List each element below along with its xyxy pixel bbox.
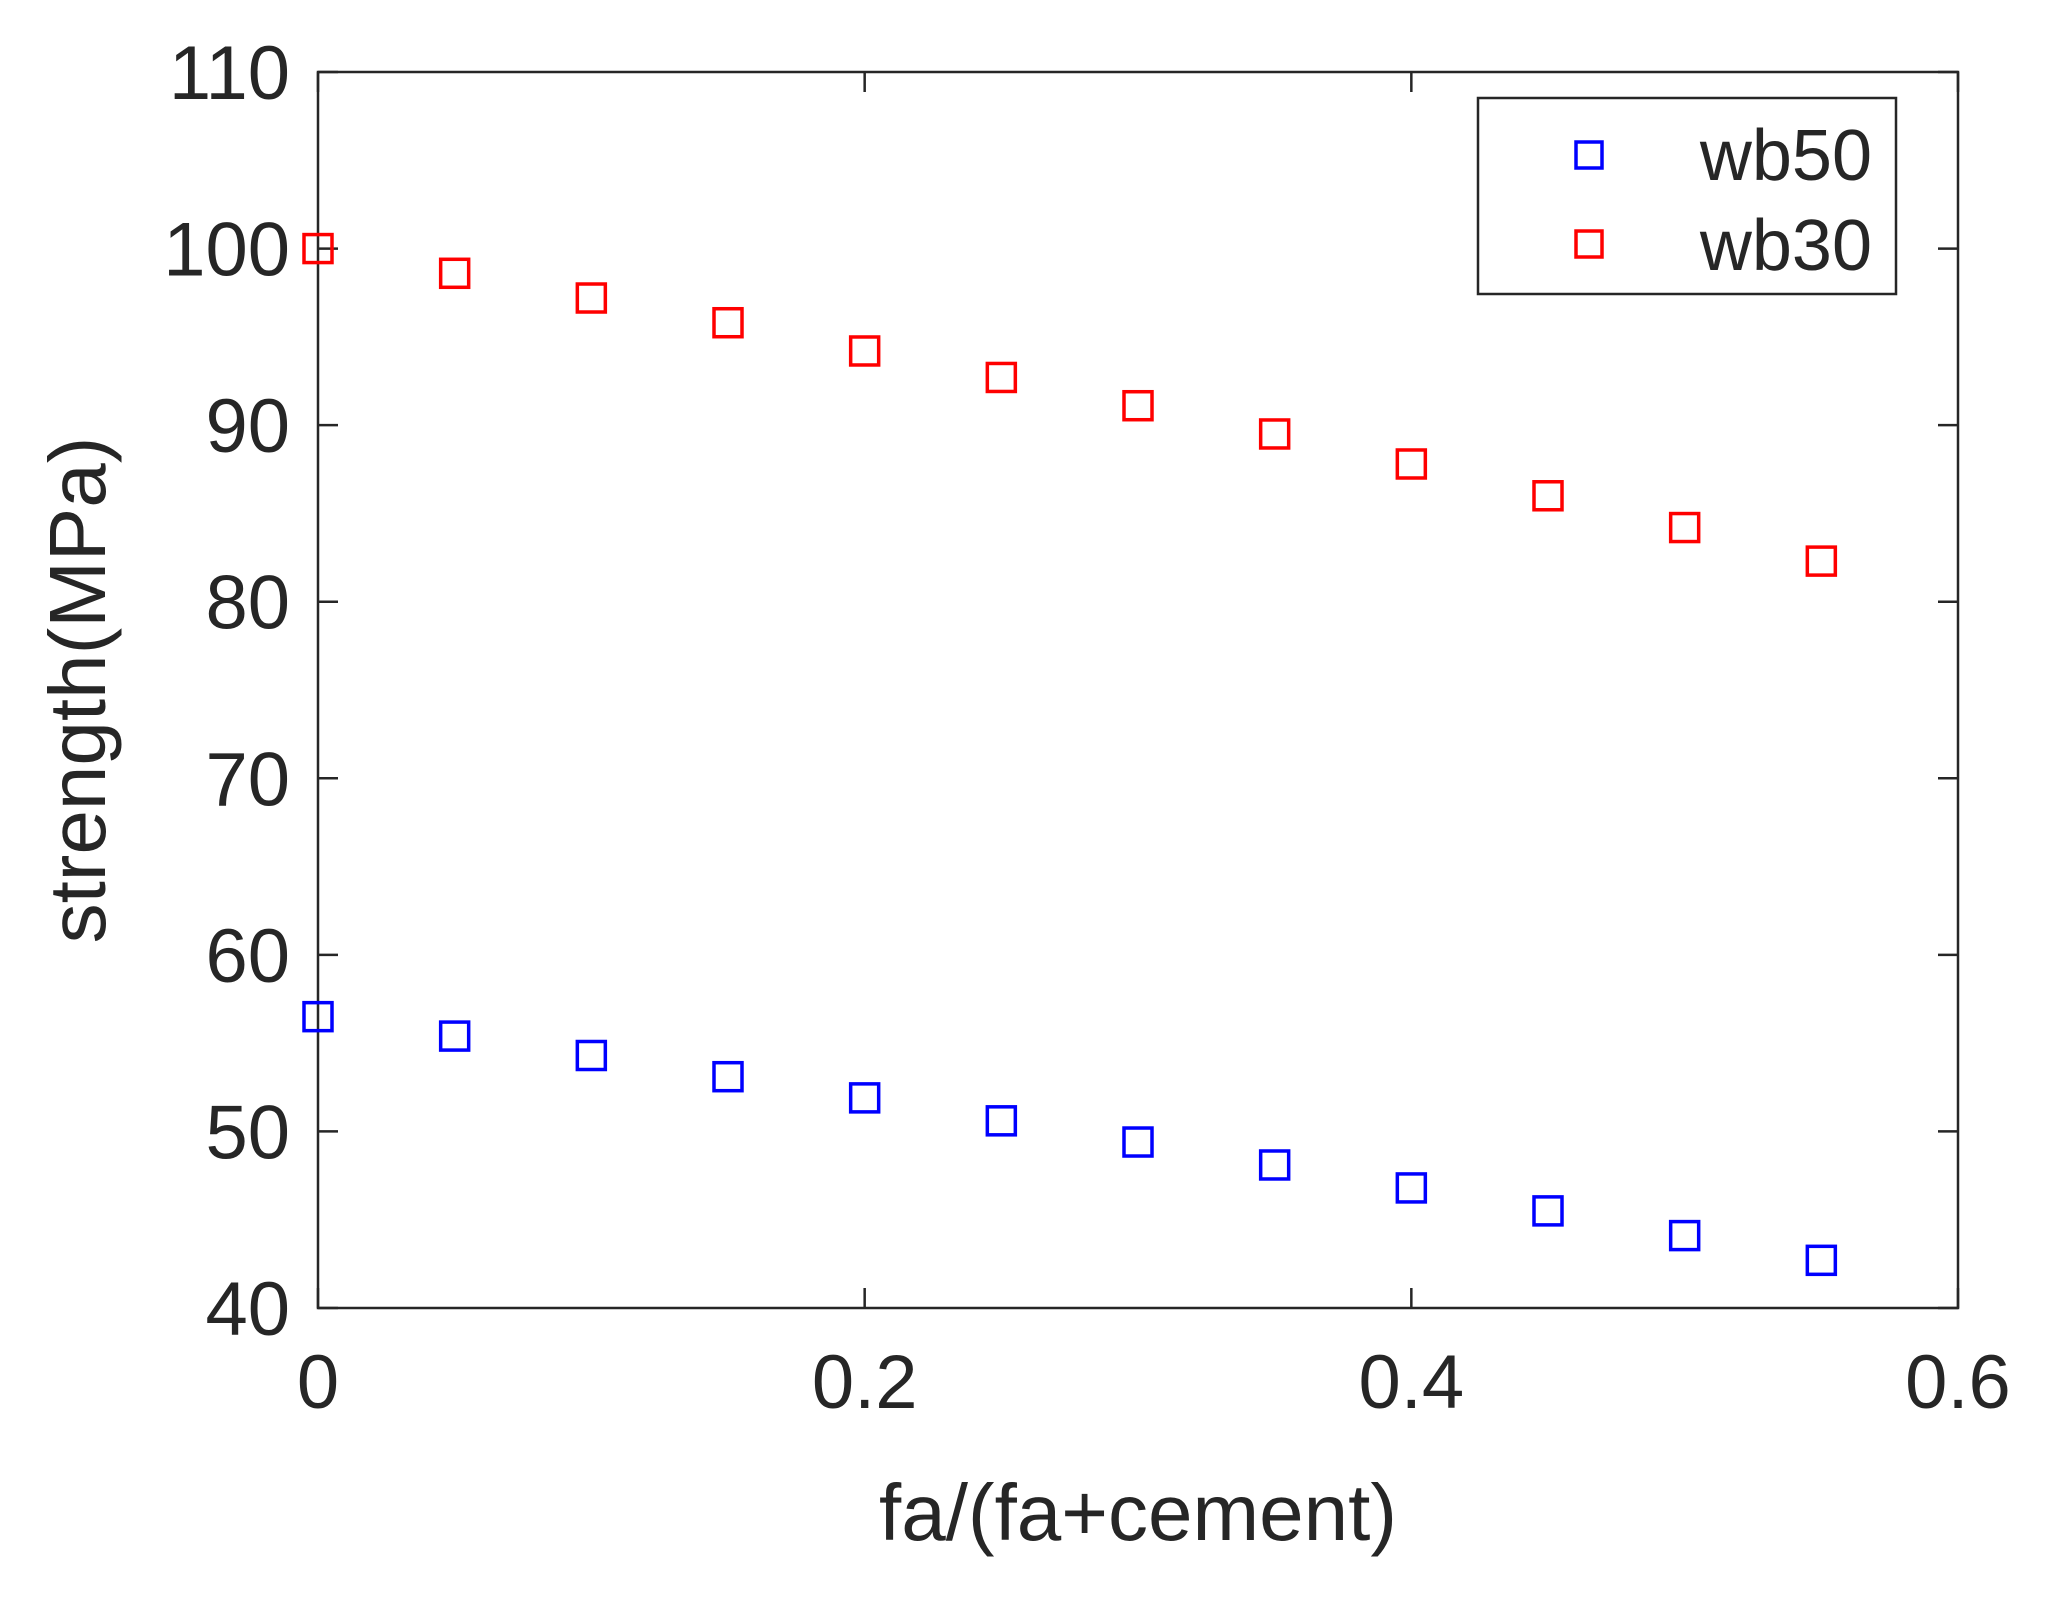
data-point-wb30: [1805, 545, 1838, 577]
tick-marks: [316, 70, 1960, 1310]
data-point-wb50: [1395, 1172, 1428, 1204]
data-point-wb30: [848, 335, 881, 367]
y-tick-label: 40: [205, 1267, 290, 1352]
data-point-wb50: [1805, 1244, 1838, 1277]
data-point-wb50: [1532, 1195, 1564, 1227]
legend-marker-wb30: [1574, 229, 1604, 259]
data-point-wb30: [1395, 448, 1428, 480]
data-series: [302, 232, 1838, 1277]
data-point-wb30: [1258, 418, 1291, 450]
x-tick-label: 0.6: [1905, 1340, 2011, 1425]
x-tick-label: 0.2: [812, 1340, 918, 1425]
series-wb30: [302, 232, 1838, 577]
data-point-wb50: [302, 1000, 334, 1033]
legend-label-wb30: wb30: [1699, 206, 1872, 286]
legend-marker-wb50: [1574, 140, 1604, 170]
data-point-wb30: [302, 232, 334, 265]
data-point-wb50: [1122, 1126, 1154, 1158]
data-point-wb30: [438, 257, 471, 290]
data-point-wb50: [1258, 1149, 1291, 1181]
y-tick-label: 90: [205, 384, 290, 469]
legend-label-wb50: wb50: [1699, 116, 1872, 196]
series-wb50: [302, 1000, 1838, 1277]
x-tick-labels: 0 0.2 0.4 0.6: [297, 1340, 2011, 1425]
data-point-wb50: [712, 1060, 744, 1093]
data-point-wb30: [1532, 480, 1564, 512]
data-point-wb30: [712, 306, 744, 339]
data-point-wb50: [438, 1020, 471, 1052]
data-point-wb30: [575, 282, 608, 314]
data-point-wb50: [848, 1082, 881, 1114]
data-point-wb30: [1668, 511, 1701, 544]
x-tick-label: 0: [297, 1340, 339, 1425]
data-point-wb50: [985, 1105, 1018, 1137]
x-tick-label: 0.4: [1359, 1340, 1465, 1425]
y-tick-label: 110: [169, 31, 290, 116]
y-tick-label: 60: [205, 914, 290, 999]
data-point-wb50: [575, 1039, 608, 1072]
data-point-wb50: [1668, 1219, 1701, 1252]
x-axis-label: fa/(fa+cement): [879, 1468, 1397, 1557]
y-tick-label: 80: [205, 561, 290, 646]
y-tick-label: 50: [205, 1090, 290, 1175]
legend: wb50 wb30: [1476, 96, 1898, 296]
y-tick-label: 100: [163, 208, 290, 293]
y-axis-label: strength(MPa): [33, 437, 122, 944]
legend-box: [1476, 96, 1898, 296]
data-point-wb30: [985, 361, 1018, 394]
data-point-wb30: [1122, 389, 1154, 422]
y-tick-label: 70: [205, 737, 290, 822]
y-tick-labels: 40 50 60 70 80 90 100 110: [163, 31, 290, 1352]
